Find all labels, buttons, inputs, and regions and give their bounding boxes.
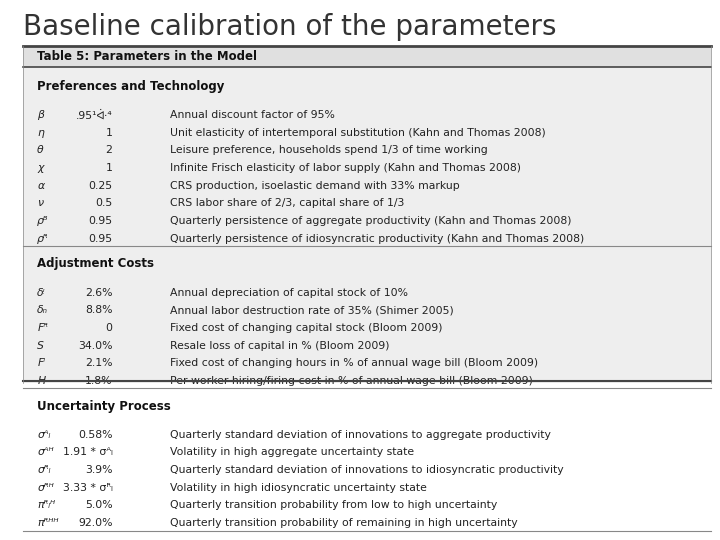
Text: Per worker hiring/firing cost in % of annual wage bill (Bloom 2009): Per worker hiring/firing cost in % of an…	[170, 376, 533, 386]
Text: 5.0%: 5.0%	[85, 500, 112, 510]
Text: Quarterly transition probability from low to high uncertainty: Quarterly transition probability from lo…	[170, 500, 498, 510]
Text: Quarterly persistence of idiosyncratic productivity (Kahn and Thomas 2008): Quarterly persistence of idiosyncratic p…	[170, 234, 584, 244]
Text: πᴿᴴᴴ: πᴿᴴᴴ	[37, 518, 59, 528]
Text: Quarterly standard deviation of innovations to aggregate productivity: Quarterly standard deviation of innovati…	[170, 430, 551, 440]
Text: CRS production, isoelastic demand with 33% markup: CRS production, isoelastic demand with 3…	[170, 181, 459, 191]
Text: Table 5: Parameters in the Model: Table 5: Parameters in the Model	[37, 50, 257, 63]
Text: 2.6%: 2.6%	[85, 288, 112, 298]
Text: Fᴿ: Fᴿ	[37, 323, 48, 333]
Text: 1: 1	[106, 163, 112, 173]
Text: Fˡ: Fˡ	[37, 358, 45, 368]
Text: η: η	[37, 128, 44, 138]
Text: χ: χ	[37, 163, 44, 173]
Text: 0.95: 0.95	[89, 234, 112, 244]
Text: 8.8%: 8.8%	[85, 305, 112, 315]
FancyBboxPatch shape	[23, 46, 711, 383]
Text: Volatility in high aggregate uncertainty state: Volatility in high aggregate uncertainty…	[170, 447, 414, 457]
Text: Quarterly transition probability of remaining in high uncertainty: Quarterly transition probability of rema…	[170, 518, 518, 528]
Text: 2.1%: 2.1%	[85, 358, 112, 368]
Text: Unit elasticity of intertemporal substitution (Kahn and Thomas 2008): Unit elasticity of intertemporal substit…	[170, 128, 546, 138]
Text: Resale loss of capital in % (Bloom 2009): Resale loss of capital in % (Bloom 2009)	[170, 341, 390, 350]
Text: 34.0%: 34.0%	[78, 341, 112, 350]
Text: Preferences and Technology: Preferences and Technology	[37, 80, 225, 93]
Text: Annual labor destruction rate of 35% (Shimer 2005): Annual labor destruction rate of 35% (Sh…	[170, 305, 454, 315]
Text: ρᴿ: ρᴿ	[37, 234, 49, 244]
Text: Quarterly persistence of aggregate productivity (Kahn and Thomas 2008): Quarterly persistence of aggregate produ…	[170, 216, 572, 226]
Text: σᴿᴴ: σᴿᴴ	[37, 483, 54, 492]
Text: σᴬᴴ: σᴬᴴ	[37, 447, 54, 457]
Text: δᵎ: δᵎ	[37, 288, 46, 298]
Text: Uncertainty Process: Uncertainty Process	[37, 400, 171, 413]
Text: σᴿₗ: σᴿₗ	[37, 465, 50, 475]
Text: πᴿₗᴴ: πᴿₗᴴ	[37, 500, 55, 510]
Text: Adjustment Costs: Adjustment Costs	[37, 258, 154, 271]
Text: θ: θ	[37, 145, 44, 156]
Text: 0.95: 0.95	[89, 216, 112, 226]
Text: 3.9%: 3.9%	[85, 465, 112, 475]
Text: 2: 2	[106, 145, 112, 156]
Text: 1.91 * σᴬₗ: 1.91 * σᴬₗ	[63, 447, 112, 457]
Text: σᴬₗ: σᴬₗ	[37, 430, 50, 440]
Text: 0.25: 0.25	[89, 181, 112, 191]
Text: Leisure preference, households spend 1/3 of time working: Leisure preference, households spend 1/3…	[170, 145, 487, 156]
Text: Annual depreciation of capital stock of 10%: Annual depreciation of capital stock of …	[170, 288, 408, 298]
Text: Fixed cost of changing capital stock (Bloom 2009): Fixed cost of changing capital stock (Bl…	[170, 323, 442, 333]
Text: ρᴮ: ρᴮ	[37, 216, 49, 226]
Text: 1: 1	[106, 128, 112, 138]
Text: Volatility in high idiosyncratic uncertainty state: Volatility in high idiosyncratic uncerta…	[170, 483, 427, 492]
Text: Fixed cost of changing hours in % of annual wage bill (Bloom 2009): Fixed cost of changing hours in % of ann…	[170, 358, 538, 368]
Text: Annual discount factor of 95%: Annual discount factor of 95%	[170, 110, 335, 120]
Text: Infinite Frisch elasticity of labor supply (Kahn and Thomas 2008): Infinite Frisch elasticity of labor supp…	[170, 163, 521, 173]
Text: S: S	[37, 341, 44, 350]
Text: CRS labor share of 2/3, capital share of 1/3: CRS labor share of 2/3, capital share of…	[170, 198, 405, 208]
Text: α: α	[37, 181, 45, 191]
Text: β: β	[37, 110, 44, 120]
Text: 0.5: 0.5	[95, 198, 112, 208]
Text: .95¹ᐚ⁴: .95¹ᐚ⁴	[76, 110, 112, 120]
FancyBboxPatch shape	[23, 46, 711, 67]
Text: δₙ: δₙ	[37, 305, 48, 315]
Text: 3.33 * σᴿₗ: 3.33 * σᴿₗ	[63, 483, 112, 492]
Text: 0.58%: 0.58%	[78, 430, 112, 440]
Text: ν: ν	[37, 198, 43, 208]
Text: 92.0%: 92.0%	[78, 518, 112, 528]
Text: Quarterly standard deviation of innovations to idiosyncratic productivity: Quarterly standard deviation of innovati…	[170, 465, 564, 475]
Text: 1.8%: 1.8%	[85, 376, 112, 386]
Text: Baseline calibration of the parameters: Baseline calibration of the parameters	[23, 13, 557, 41]
Text: H: H	[37, 376, 45, 386]
Text: 0: 0	[106, 323, 112, 333]
